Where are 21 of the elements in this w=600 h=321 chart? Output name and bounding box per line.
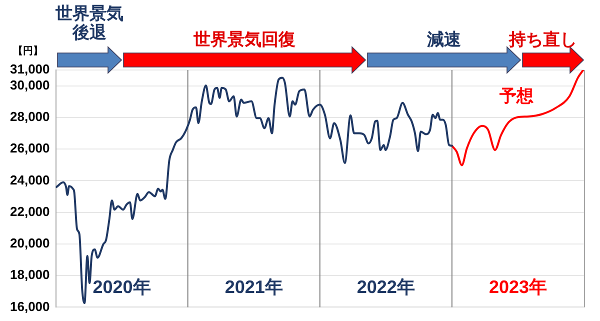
y-tick-label: 16,000 xyxy=(10,298,50,314)
y-tick-label: 31,000 xyxy=(10,62,50,77)
x-tick-label: 2022年 xyxy=(356,276,415,297)
x-tick-label: 2021年 xyxy=(224,276,283,297)
y-tick-label: 28,000 xyxy=(10,109,50,124)
y-axis-title: 【円】 xyxy=(12,45,43,57)
y-tick-label: 26,000 xyxy=(10,140,50,156)
y-tick-label: 22,000 xyxy=(10,204,50,219)
line-series xyxy=(450,70,584,166)
y-tick-label: 24,000 xyxy=(10,172,50,188)
y-tick-label: 18,000 xyxy=(10,267,50,282)
x-tick-label: 2023年 xyxy=(488,276,547,297)
y-tick-label: 20,000 xyxy=(10,236,50,251)
text: 世界景気後退 xyxy=(54,4,124,42)
y-tick-label: 30,000 xyxy=(10,77,50,92)
text: 世界景気回復 xyxy=(192,30,296,49)
series-label: 予想 xyxy=(498,86,535,106)
text: 減速 xyxy=(427,30,461,49)
text: 持ち直し xyxy=(508,30,578,49)
line-series xyxy=(56,76,453,304)
x-tick-label: 2020年 xyxy=(92,276,151,297)
